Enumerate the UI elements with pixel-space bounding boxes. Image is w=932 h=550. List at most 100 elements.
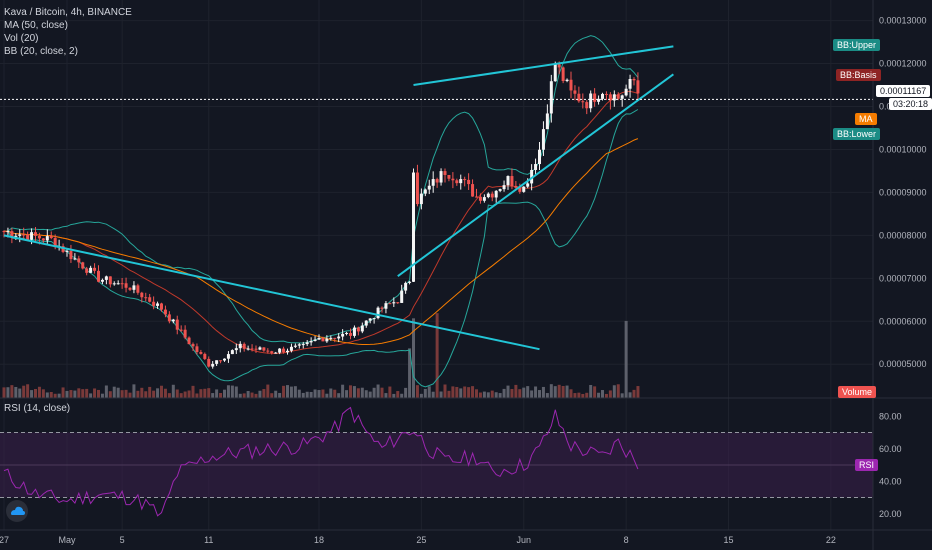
candle-body: [132, 285, 136, 290]
candle-body: [254, 348, 258, 350]
candle-body: [502, 185, 506, 190]
candle-body: [604, 93, 608, 95]
volume-bar: [431, 391, 435, 398]
volume-bar: [37, 386, 41, 398]
volume-bar: [301, 392, 305, 398]
trendlines[interactable]: [3, 45, 674, 351]
volume-bar: [538, 390, 541, 398]
countdown-badge: 03:20:18: [889, 98, 932, 110]
time-tick-label: 15: [723, 535, 733, 545]
candle-body: [152, 301, 156, 306]
trendline: [397, 73, 674, 277]
volume-bar: [207, 388, 211, 398]
rsi-tick-label: 60.00: [879, 444, 902, 454]
candle-body: [620, 95, 624, 99]
volume-bar: [10, 385, 14, 398]
candle-body: [278, 348, 282, 353]
candle-body: [266, 350, 270, 352]
volume-bar: [258, 390, 262, 398]
candle-body: [534, 164, 538, 170]
candle-body: [486, 193, 490, 198]
candle-body: [10, 231, 14, 237]
candle-body: [577, 93, 581, 102]
volume-bar: [160, 385, 163, 398]
volume-bar: [274, 390, 278, 398]
ma-badge: MA: [855, 113, 877, 125]
tradingview-logo[interactable]: [6, 500, 28, 522]
volume-bar: [215, 389, 219, 398]
volume-bar: [171, 384, 175, 398]
volume-bar: [435, 313, 439, 398]
candle-body: [475, 196, 478, 198]
volume-bar: [183, 391, 187, 398]
candle-body: [423, 189, 427, 194]
candle-body: [183, 329, 187, 338]
volume-bar: [451, 386, 455, 398]
volume-bar: [219, 393, 223, 398]
candle-body: [175, 319, 179, 330]
time-tick-label: 25: [416, 535, 426, 545]
candle-body: [313, 339, 317, 341]
volume-bar: [266, 384, 270, 398]
volume-bar: [620, 393, 624, 398]
candle-body: [526, 183, 530, 187]
volume-bar: [541, 386, 545, 398]
candle-body: [167, 314, 171, 322]
volume-bar: [152, 390, 156, 398]
time-axis[interactable]: 27 May 5 11 18 25 Jun 8 15 22: [0, 535, 836, 545]
volume-bar: [423, 388, 427, 398]
volume-bar: [144, 391, 148, 398]
volume-bar: [624, 320, 628, 398]
volume-bar: [412, 318, 415, 398]
candle-body: [321, 338, 325, 342]
volume-bar: [612, 385, 616, 398]
volume-bar: [262, 389, 266, 398]
volume-bar: [313, 389, 317, 398]
volume-bar: [61, 387, 65, 398]
candle-body: [589, 93, 593, 109]
volume-bar: [77, 388, 81, 398]
trendline: [413, 45, 674, 87]
candle-body: [463, 179, 467, 181]
volume-bar: [396, 391, 400, 398]
volume-bar: [502, 388, 506, 398]
time-tick-label: Jun: [516, 535, 531, 545]
volume-bar: [486, 392, 490, 398]
volume-bar: [195, 393, 199, 398]
candle-body: [104, 276, 108, 280]
candle-body: [242, 343, 246, 349]
volume-bar: [203, 388, 207, 398]
candle-body: [518, 187, 522, 192]
rsi-tick-label: 40.00: [879, 476, 902, 486]
volume-bar: [270, 393, 274, 398]
candle-body: [219, 360, 223, 362]
volume-bar: [128, 392, 132, 398]
candle-body: [549, 81, 553, 114]
candle-body: [30, 232, 34, 240]
candle-body: [77, 258, 81, 263]
candle-body: [376, 307, 380, 319]
volume-bar: [250, 392, 254, 398]
volume-bar: [179, 393, 183, 398]
price-tick-label: 0.00005000: [879, 359, 927, 369]
volume-bar: [408, 348, 412, 398]
volume-bar: [349, 385, 352, 398]
volume-bar: [112, 386, 116, 398]
volume-bar: [628, 392, 632, 398]
candle-body: [557, 64, 561, 68]
time-tick-label: 27: [0, 535, 9, 545]
candle-body: [293, 345, 297, 347]
candlesticks: [2, 61, 640, 369]
price-tick-label: 0.00008000: [879, 230, 927, 240]
volume-bar: [22, 385, 26, 398]
candle-body: [45, 236, 49, 241]
volume-bar: [34, 388, 37, 398]
candle-body: [455, 180, 459, 184]
volume-bar: [518, 389, 522, 398]
volume-bar: [561, 386, 565, 398]
bb-lower-line: [4, 109, 639, 388]
bb-upper-badge: BB:Upper: [833, 39, 881, 51]
candle-body: [593, 93, 597, 102]
volume-bar: [510, 388, 514, 398]
